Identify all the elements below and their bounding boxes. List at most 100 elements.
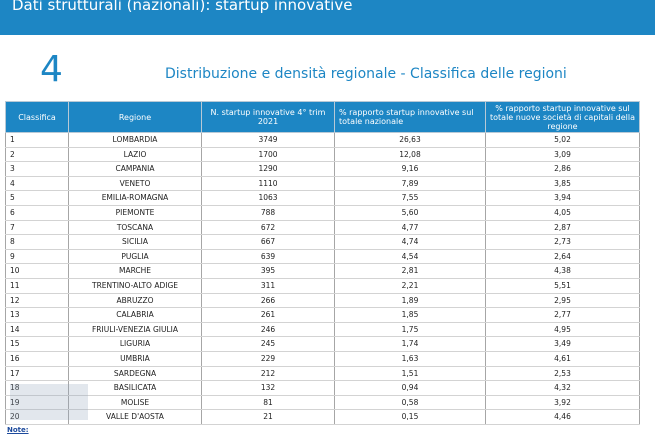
table-row: 11 TRENTINO-ALTO ADIGE 311 2,21 5,51 [5, 278, 640, 294]
cell-national-share: 12,08 [334, 147, 486, 163]
cell-region: LOMBARDIA [68, 132, 202, 148]
cell-national-share: 1,51 [334, 366, 486, 382]
table-row: 4 VENETO 1110 7,89 3,85 [5, 176, 640, 192]
cell-regional-share: 3,09 [485, 147, 640, 163]
cell-rank: 15 [5, 336, 69, 352]
table-row: 3 CAMPANIA 1290 9,16 2,86 [5, 161, 640, 177]
cell-rank: 13 [5, 307, 69, 323]
table-row: 7 TOSCANA 672 4,77 2,87 [5, 220, 640, 236]
cell-startup-count: 1063 [201, 190, 335, 206]
table-header-row: Classifica Regione N. startup innovative… [5, 101, 640, 133]
table-body: 1 LOMBARDIA 3749 26,63 5,02 2 LAZIO 1700 12,08 3,… [5, 132, 640, 425]
cell-region: PIEMONTE [68, 205, 202, 221]
cell-startup-count: 672 [201, 220, 335, 236]
table-row: 16 UMBRIA 229 1,63 4,61 [5, 351, 640, 367]
cell-startup-count: 1110 [201, 176, 335, 192]
cell-rank: 17 [5, 366, 69, 382]
cell-regional-share: 5,51 [485, 278, 640, 294]
cell-startup-count: 246 [201, 322, 335, 338]
cell-national-share: 0,94 [334, 380, 486, 396]
cell-startup-count: 261 [201, 307, 335, 323]
table-row: 12 ABRUZZO 266 1,89 2,95 [5, 293, 640, 309]
cell-rank: 11 [5, 278, 69, 294]
cell-region: VENETO [68, 176, 202, 192]
cell-region: LIGURIA [68, 336, 202, 352]
cell-national-share: 0,15 [334, 409, 486, 425]
cell-regional-share: 2,86 [485, 161, 640, 177]
cell-regional-share: 3,49 [485, 336, 640, 352]
cell-startup-count: 1290 [201, 161, 335, 177]
column-header-region: Regione [68, 101, 202, 133]
cell-startup-count: 229 [201, 351, 335, 367]
table-row: 13 CALABRIA 261 1,85 2,77 [5, 307, 640, 323]
cell-startup-count: 1700 [201, 147, 335, 163]
cell-region: TOSCANA [68, 220, 202, 236]
cell-rank: 9 [5, 249, 69, 265]
cell-national-share: 1,74 [334, 336, 486, 352]
cell-regional-share: 4,05 [485, 205, 640, 221]
cell-rank: 2 [5, 147, 69, 163]
table-row: 10 MARCHE 395 2,81 4,38 [5, 263, 640, 279]
table-row: 18 BASILICATA 132 0,94 4,32 [5, 380, 640, 396]
cell-national-share: 2,81 [334, 263, 486, 279]
cell-region: BASILICATA [68, 380, 202, 396]
cell-startup-count: 266 [201, 293, 335, 309]
cell-regional-share: 4,46 [485, 409, 640, 425]
table-row: 2 LAZIO 1700 12,08 3,09 [5, 147, 640, 163]
slide-number: 4 [40, 49, 63, 90]
cell-regional-share: 3,85 [485, 176, 640, 192]
cell-regional-share: 2,77 [485, 307, 640, 323]
column-header-national-share: % rapporto startup innovative sul totale… [334, 101, 486, 133]
header-bar: Dati strutturali (nazionali): startup in… [0, 0, 655, 35]
table-row: 20 VALLE D'AOSTA 21 0,15 4,46 [5, 409, 640, 425]
cell-regional-share: 2,87 [485, 220, 640, 236]
ranking-table: Classifica Regione N. startup innovative… [5, 101, 640, 425]
table-row: 5 EMILIA-ROMAGNA 1063 7,55 3,94 [5, 190, 640, 206]
cell-national-share: 5,60 [334, 205, 486, 221]
column-header-regional-share: % rapporto startup innovative sul totale… [485, 101, 640, 133]
cell-region: SARDEGNA [68, 366, 202, 382]
cell-national-share: 1,89 [334, 293, 486, 309]
cell-region: EMILIA-ROMAGNA [68, 190, 202, 206]
cell-regional-share: 2,64 [485, 249, 640, 265]
cell-national-share: 1,63 [334, 351, 486, 367]
table-row: 17 SARDEGNA 212 1,51 2,53 [5, 366, 640, 382]
cell-startup-count: 639 [201, 249, 335, 265]
cell-region: UMBRIA [68, 351, 202, 367]
cell-region: MOLISE [68, 395, 202, 411]
cell-national-share: 1,85 [334, 307, 486, 323]
cell-national-share: 26,63 [334, 132, 486, 148]
cell-national-share: 2,21 [334, 278, 486, 294]
cell-rank: 6 [5, 205, 69, 221]
cell-national-share: 4,54 [334, 249, 486, 265]
note-label: Note: [7, 426, 29, 434]
cell-region: CAMPANIA [68, 161, 202, 177]
cell-rank: 19 [5, 395, 69, 411]
cell-regional-share: 4,32 [485, 380, 640, 396]
cell-startup-count: 212 [201, 366, 335, 382]
cell-region: VALLE D'AOSTA [68, 409, 202, 425]
column-header-startup-count: N. startup innovative 4° trim 2021 [201, 101, 335, 133]
cell-startup-count: 3749 [201, 132, 335, 148]
cell-rank: 10 [5, 263, 69, 279]
cell-national-share: 4,74 [334, 234, 486, 250]
cell-startup-count: 245 [201, 336, 335, 352]
column-header-rank: Classifica [5, 101, 69, 133]
cell-regional-share: 5,02 [485, 132, 640, 148]
slide-subtitle: Distribuzione e densità regionale - Clas… [165, 66, 567, 82]
cell-regional-share: 4,95 [485, 322, 640, 338]
cell-national-share: 9,16 [334, 161, 486, 177]
cell-rank: 4 [5, 176, 69, 192]
cell-rank: 8 [5, 234, 69, 250]
cell-national-share: 1,75 [334, 322, 486, 338]
table-row: 19 MOLISE 81 0,58 3,92 [5, 395, 640, 411]
cell-startup-count: 788 [201, 205, 335, 221]
cell-national-share: 7,55 [334, 190, 486, 206]
table-row: 9 PUGLIA 639 4,54 2,64 [5, 249, 640, 265]
cell-regional-share: 2,53 [485, 366, 640, 382]
cell-region: CALABRIA [68, 307, 202, 323]
cell-region: FRIULI-VENEZIA GIULIA [68, 322, 202, 338]
cell-regional-share: 2,95 [485, 293, 640, 309]
cell-startup-count: 81 [201, 395, 335, 411]
cell-rank: 5 [5, 190, 69, 206]
